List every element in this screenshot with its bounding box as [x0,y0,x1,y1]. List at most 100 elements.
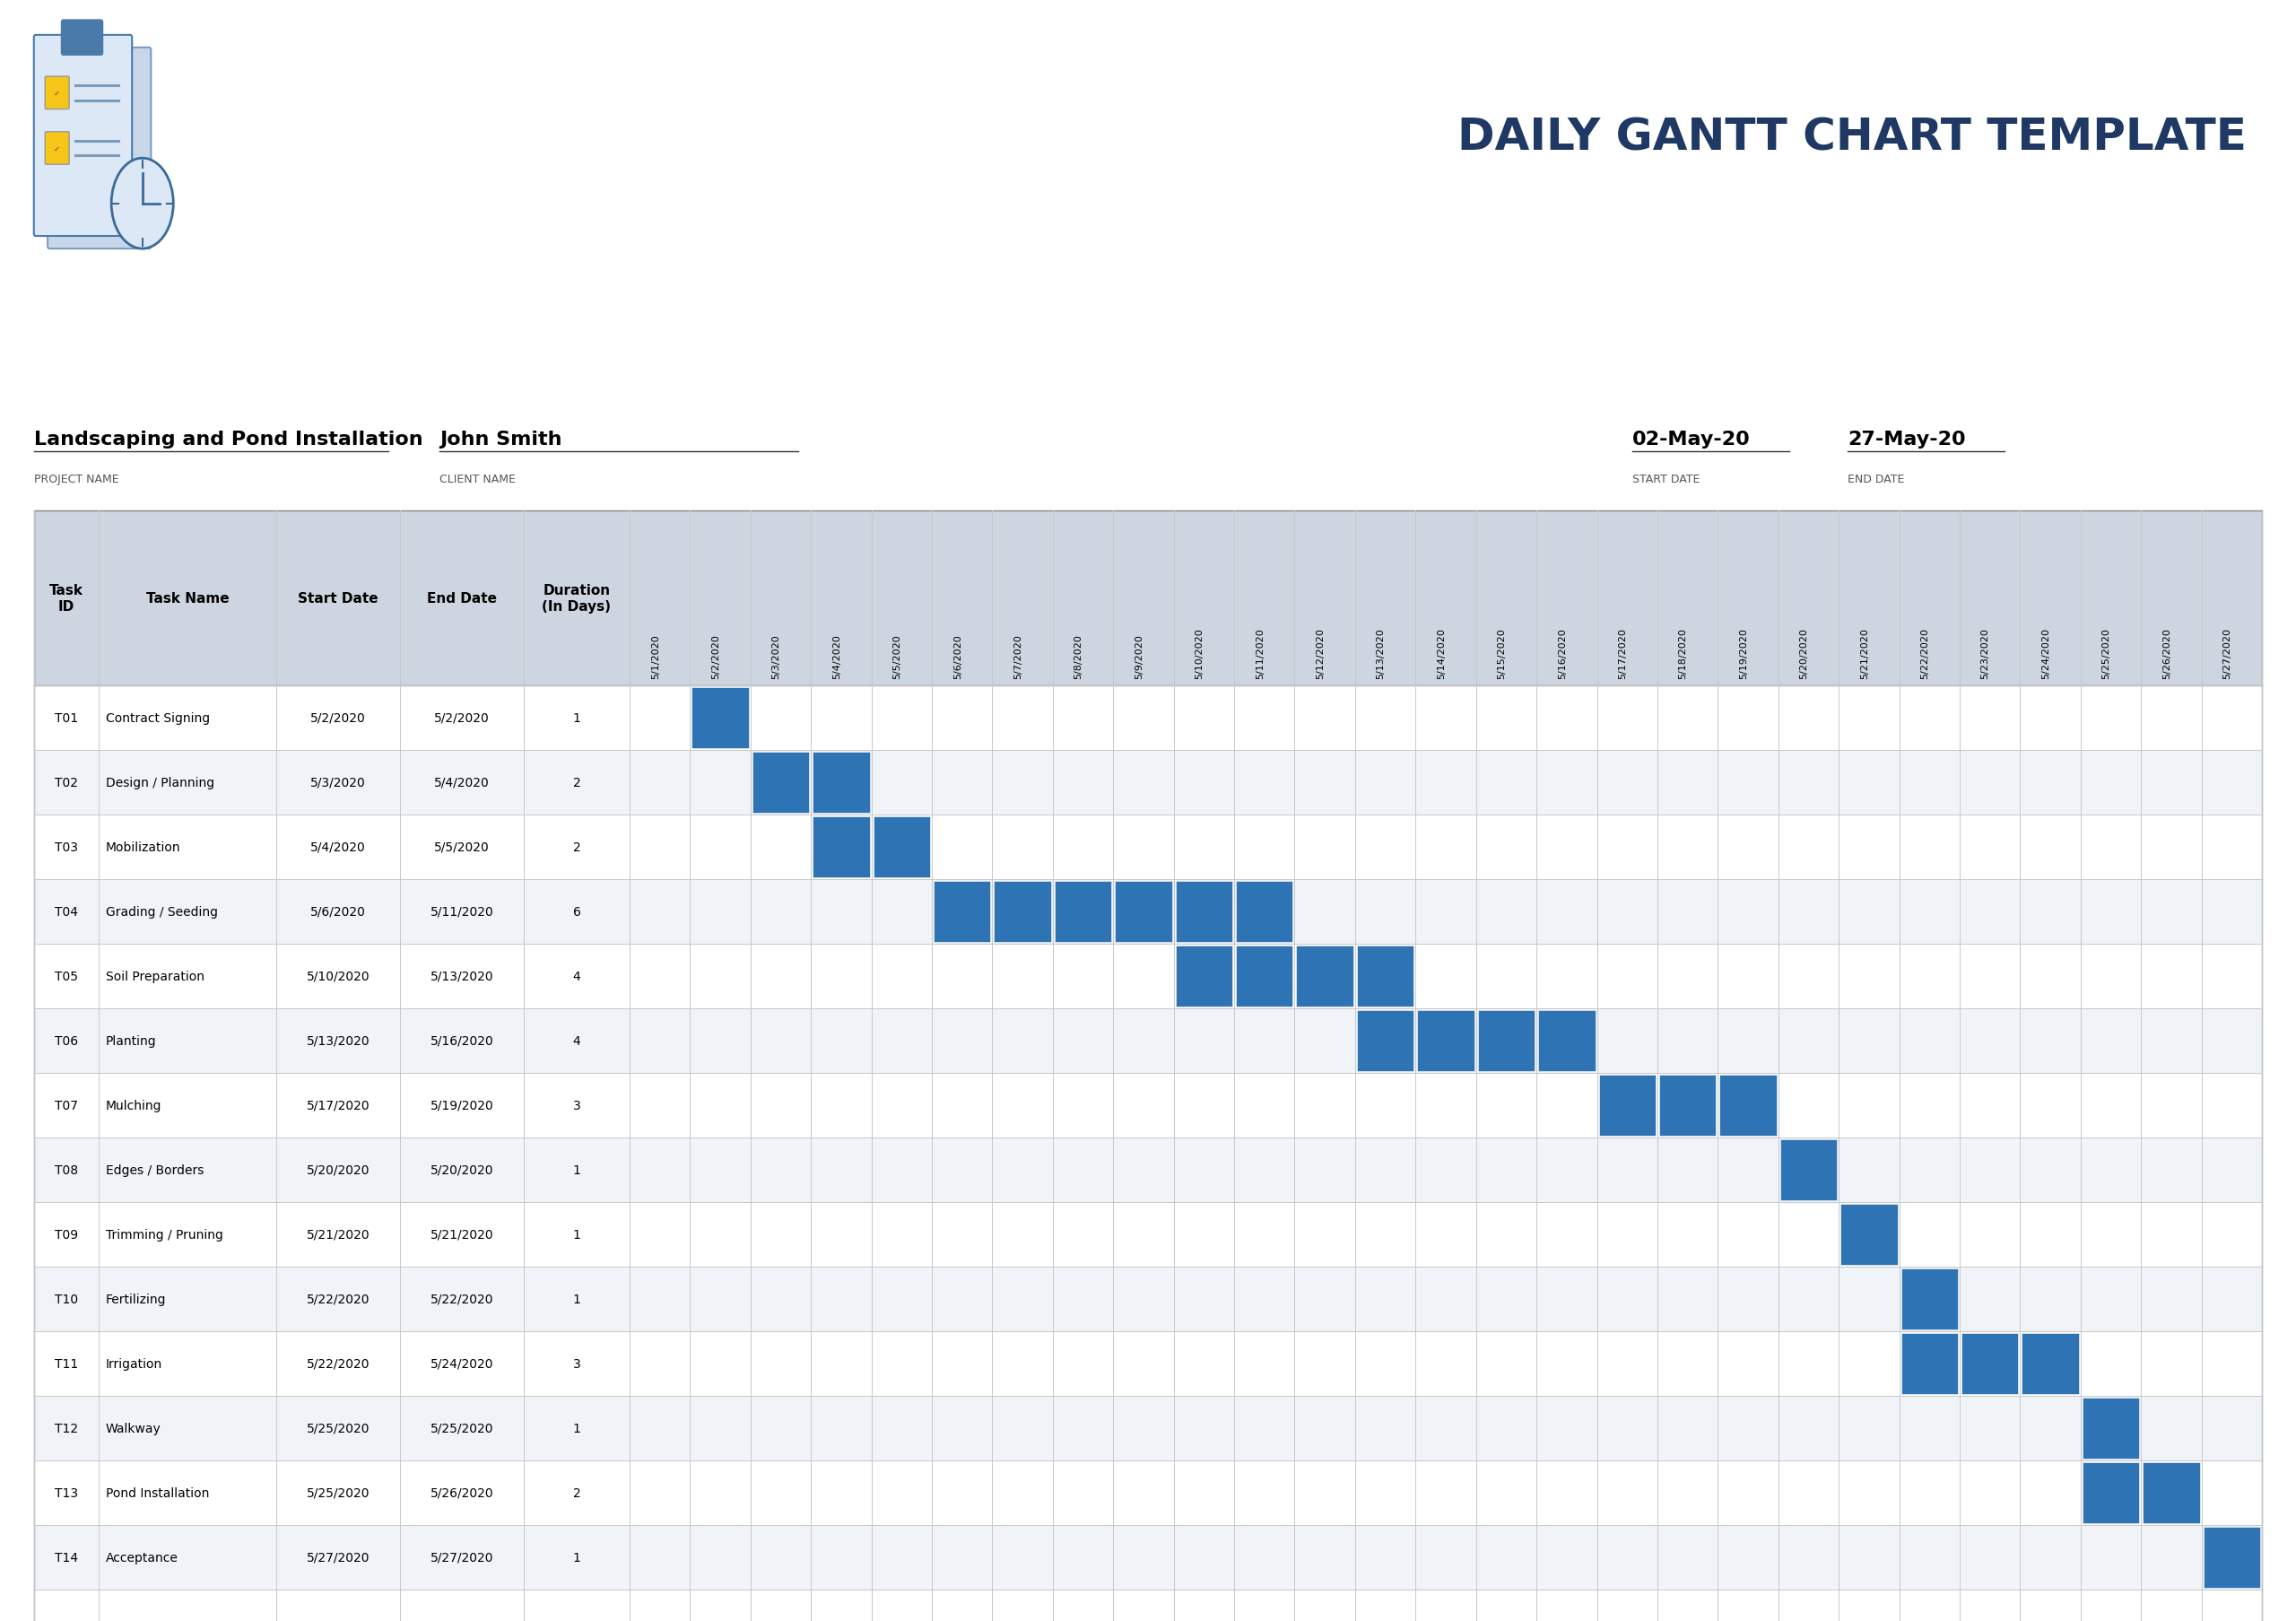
Text: Contract Signing: Contract Signing [106,712,209,725]
Bar [34,1073,2262,1138]
Text: 5/24/2020: 5/24/2020 [2041,627,2050,679]
Text: Edges / Borders: Edges / Borders [106,1164,204,1177]
Text: 5/25/2020: 5/25/2020 [2101,627,2110,679]
FancyBboxPatch shape [46,78,69,110]
Text: 5/23/2020: 5/23/2020 [1981,627,1991,679]
Bar [2023,1332,2078,1394]
Bar [1357,1010,1414,1071]
Bar [1841,1204,1896,1264]
Text: 2: 2 [572,776,581,789]
Text: 2: 2 [572,841,581,854]
Text: T04: T04 [55,906,78,917]
Bar [691,687,748,749]
Text: 5/21/2020: 5/21/2020 [429,1229,494,1240]
Text: 5/25/2020: 5/25/2020 [305,1422,370,1435]
Text: Landscaping and Pond Installation: Landscaping and Pond Installation [34,430,422,449]
Text: 5/22/2020: 5/22/2020 [305,1294,370,1305]
Bar [813,752,870,814]
Bar [872,817,930,877]
Text: 5/6/2020: 5/6/2020 [310,906,365,917]
Text: 5/13/2020: 5/13/2020 [305,1034,370,1047]
FancyBboxPatch shape [34,36,131,237]
Text: 5/24/2020: 5/24/2020 [429,1357,494,1370]
Bar [34,1008,2262,1073]
Text: 1: 1 [572,712,581,725]
Text: 5/1/2020: 5/1/2020 [650,634,659,679]
Bar [1779,1140,1837,1201]
Bar [1176,882,1233,942]
Text: 1: 1 [572,1229,581,1240]
Text: John Smith: John Smith [439,430,563,449]
Text: 5/6/2020: 5/6/2020 [953,634,962,679]
Bar [34,1525,2262,1590]
Text: Irrigation: Irrigation [106,1357,163,1370]
Text: 5/17/2020: 5/17/2020 [1619,627,1628,679]
Text: 5/16/2020: 5/16/2020 [1557,627,1566,679]
Bar [1176,947,1233,1007]
Text: 5/25/2020: 5/25/2020 [429,1422,494,1435]
Text: 6: 6 [572,906,581,917]
Bar [34,1268,2262,1331]
Bar [34,1203,2262,1268]
Text: 5/8/2020: 5/8/2020 [1075,634,1084,679]
Text: Walkway: Walkway [106,1422,161,1435]
Text: End Date: End Date [427,592,496,605]
Bar [1417,1010,1474,1071]
Text: DAILY GANTT CHART TEMPLATE: DAILY GANTT CHART TEMPLATE [1458,117,2248,159]
Text: 5/11/2020: 5/11/2020 [429,906,494,917]
FancyBboxPatch shape [62,21,103,55]
Text: 5/21/2020: 5/21/2020 [1860,627,1869,679]
Text: 5/27/2020: 5/27/2020 [2223,627,2232,679]
Bar [34,880,2262,943]
Text: 1: 1 [572,1422,581,1435]
Text: T11: T11 [55,1357,78,1370]
Circle shape [110,159,174,250]
Bar [813,817,870,877]
Text: 5/5/2020: 5/5/2020 [434,841,489,854]
Text: 5/7/2020: 5/7/2020 [1013,634,1022,679]
Text: T07: T07 [55,1099,78,1112]
Text: END DATE: END DATE [1848,473,1903,485]
Text: Trimming / Pruning: Trimming / Pruning [106,1229,223,1240]
Text: 5/11/2020: 5/11/2020 [1256,627,1265,679]
Text: Planting: Planting [106,1034,156,1047]
Text: 2: 2 [572,1486,581,1499]
Bar [1901,1269,1958,1329]
Text: 5/26/2020: 5/26/2020 [429,1486,494,1499]
Text: 5/25/2020: 5/25/2020 [305,1486,370,1499]
Text: 5/3/2020: 5/3/2020 [310,776,365,789]
Bar [34,751,2262,815]
Bar [1357,947,1414,1007]
Bar [34,686,2262,751]
Text: Task Name: Task Name [147,592,230,605]
Text: START DATE: START DATE [1632,473,1699,485]
Text: CLIENT NAME: CLIENT NAME [439,473,517,485]
Text: 5/14/2020: 5/14/2020 [1437,627,1446,679]
Text: 5/9/2020: 5/9/2020 [1134,634,1143,679]
Bar [34,815,2262,880]
Text: Acceptance: Acceptance [106,1551,179,1564]
Text: T09: T09 [55,1229,78,1240]
Text: 5/4/2020: 5/4/2020 [434,776,489,789]
Text: T13: T13 [55,1486,78,1499]
Bar [1235,882,1293,942]
Text: 5/19/2020: 5/19/2020 [1738,627,1747,679]
Bar [2082,1462,2140,1524]
Bar [34,943,2262,1008]
Text: 5/10/2020: 5/10/2020 [1194,627,1203,679]
Text: 5/20/2020: 5/20/2020 [429,1164,494,1177]
Bar [2204,1527,2259,1589]
Text: PROJECT NAME: PROJECT NAME [34,473,119,485]
Bar [1598,1075,1655,1136]
Text: T05: T05 [55,969,78,982]
Text: T14: T14 [55,1551,78,1564]
Text: 5/20/2020: 5/20/2020 [305,1164,370,1177]
Bar [753,752,808,814]
Bar [1901,1332,1958,1394]
Text: T06: T06 [55,1034,78,1047]
Bar [1297,947,1352,1007]
Text: Grading / Seeding: Grading / Seeding [106,906,218,917]
Text: 02-May-20: 02-May-20 [1632,430,1750,449]
Text: Design / Planning: Design / Planning [106,776,214,789]
FancyBboxPatch shape [46,133,69,165]
